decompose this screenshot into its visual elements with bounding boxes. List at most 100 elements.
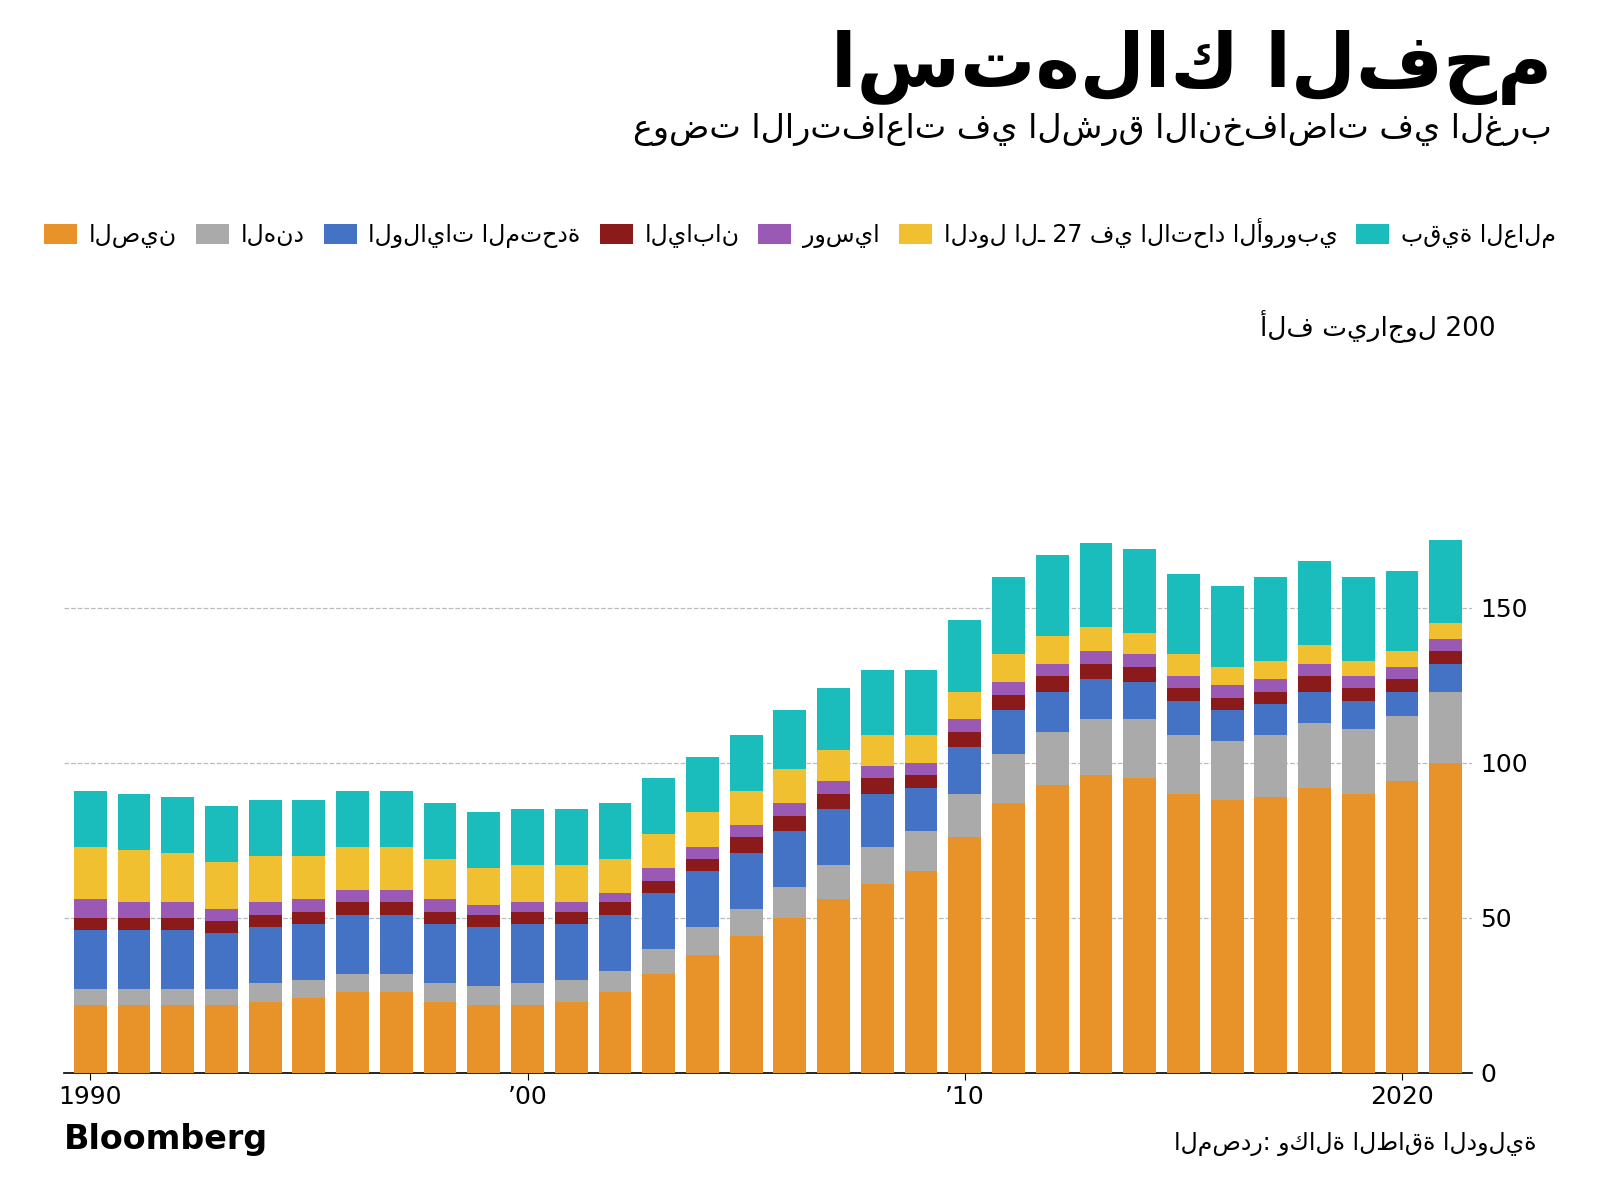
Bar [248,1001,282,1073]
Bar [424,912,456,924]
Bar [1211,800,1243,1073]
Bar [1080,679,1112,720]
Bar [1429,651,1462,664]
Bar [818,689,850,751]
Bar [1386,679,1419,691]
Bar [74,899,107,918]
Bar [904,871,938,1073]
Bar [162,1005,194,1073]
Bar [74,790,107,846]
Bar [818,782,850,794]
Bar [1429,763,1462,1073]
Bar [293,856,325,899]
Bar [205,908,238,921]
Bar [1429,691,1462,763]
Bar [424,899,456,912]
Bar [205,862,238,908]
Bar [861,778,894,794]
Bar [992,682,1026,695]
Bar [1123,633,1157,654]
Bar [773,887,806,918]
Bar [510,912,544,924]
Bar [205,1005,238,1073]
Bar [248,927,282,983]
Bar [1035,664,1069,676]
Bar [555,809,587,865]
Bar [904,788,938,831]
Bar [1123,550,1157,633]
Bar [1298,722,1331,788]
Bar [74,1005,107,1073]
Bar [555,912,587,924]
Bar [1166,735,1200,794]
Bar [949,794,981,837]
Bar [730,908,763,937]
Bar [205,933,238,989]
Bar [818,865,850,899]
Bar [74,989,107,1005]
Bar [336,974,370,992]
Bar [1166,654,1200,676]
Bar [162,930,194,989]
Bar [730,735,763,790]
Bar [510,1005,544,1073]
Bar [1080,775,1112,1073]
Bar [1123,654,1157,666]
Bar [510,809,544,865]
Bar [162,852,194,902]
Bar [1298,664,1331,676]
Bar [293,924,325,980]
Bar [293,912,325,924]
Bar [74,930,107,989]
Bar [1429,664,1462,691]
Bar [1386,691,1419,716]
Bar [861,883,894,1073]
Bar [686,813,718,846]
Bar [162,989,194,1005]
Bar [1035,676,1069,691]
Bar [949,837,981,1073]
Bar [861,735,894,766]
Bar [1211,710,1243,741]
Bar [992,710,1026,753]
Bar [467,914,501,927]
Bar [248,983,282,1001]
Bar [467,813,501,868]
Bar [117,989,150,1005]
Bar [1386,571,1419,651]
Bar [379,890,413,902]
Bar [293,999,325,1073]
Bar [1386,716,1419,782]
Bar [467,1005,501,1073]
Bar [1166,794,1200,1073]
Bar [1429,623,1462,639]
Bar [379,914,413,974]
Bar [74,918,107,930]
Bar [117,850,150,902]
Bar [686,859,718,871]
Bar [162,918,194,930]
Bar [598,803,632,859]
Bar [1123,666,1157,682]
Bar [1342,676,1374,689]
Text: ألف تيراجول 200: ألف تيراجول 200 [1261,310,1496,343]
Bar [1211,666,1243,685]
Bar [205,921,238,933]
Bar [818,809,850,865]
Bar [1035,732,1069,784]
Bar [248,800,282,856]
Bar [117,918,150,930]
Bar [1386,651,1419,666]
Bar [598,893,632,902]
Bar [336,846,370,890]
Bar [949,747,981,794]
Bar [642,893,675,949]
Bar [904,775,938,788]
Bar [379,902,413,914]
Bar [1254,577,1288,660]
Bar [336,790,370,846]
Bar [293,980,325,999]
Bar [642,868,675,881]
Bar [773,710,806,769]
Bar [1080,542,1112,627]
